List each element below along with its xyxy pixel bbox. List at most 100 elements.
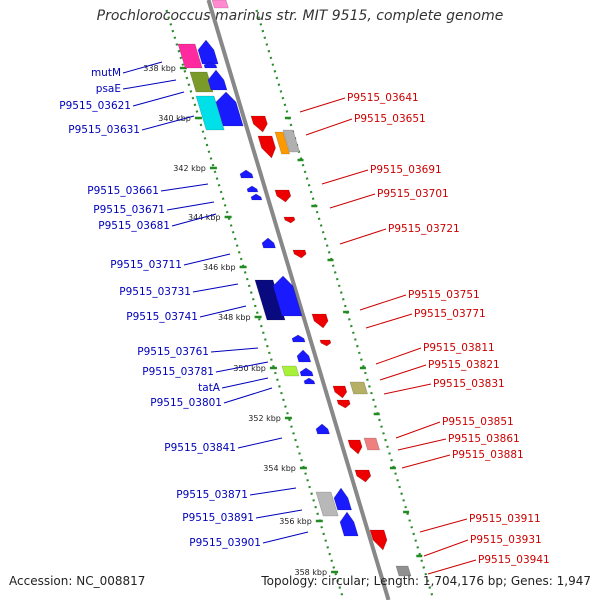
reverse-gene-label: P9515_03851 [442,416,514,428]
reverse-gene-label: P9515_03641 [347,92,419,104]
gene-feature [299,367,314,377]
forward-gene-label: P9515_03661 [87,185,159,197]
reverse-gene-label: P9515_03771 [414,308,486,320]
gene-feature [274,189,292,203]
reverse-gene-label: P9515_03751 [408,289,480,301]
gene-feature [369,529,388,551]
forward-gene-leader [221,377,269,389]
scale-tick-label: 348 kbp [218,313,251,322]
forward-gene-label: P9515_03631 [68,124,140,136]
reverse-gene-leader [299,97,346,113]
forward-gene-leader [249,487,297,496]
forward-gene-label: P9515_03871 [176,489,248,501]
forward-gene-label: tatA [198,382,221,394]
reverse-gene-leader [401,454,451,469]
gene-feature [296,349,312,363]
forward-gene-label: P9515_03681 [98,220,170,232]
gene-feature [319,339,332,347]
reverse-gene-leader [419,518,468,533]
gene-feature [339,511,359,537]
gene-feature [292,249,307,259]
gene-feature [283,216,296,224]
gene-feature [250,193,263,201]
forward-gene-leader [141,115,195,131]
reverse-gene-label: P9515_03831 [433,378,505,390]
reverse-gene-label: P9515_03721 [388,223,460,235]
forward-gene-leader [122,79,177,90]
gene-feature [207,69,228,91]
gene-feature [315,491,339,517]
forward-gene-leader [255,509,303,519]
forward-gene-label: P9515_03731 [119,286,191,298]
forward-gene-leader [183,253,231,266]
forward-gene-label: P9515_03841 [164,442,236,454]
reverse-gene-leader [359,294,407,311]
reverse-gene-label: P9515_03811 [423,342,495,354]
reverse-gene-label: P9515_03881 [452,449,524,461]
forward-gene-label: P9515_03781 [142,366,214,378]
gene-feature [215,91,244,127]
reverse-gene-leader [329,193,376,209]
forward-gene-label: P9515_03711 [110,259,182,271]
gene-feature [254,279,286,321]
forward-gene-label: P9515_03891 [182,512,254,524]
gene-feature [336,399,351,409]
gene-feature [315,423,330,435]
forward-gene-label: psaE [96,83,121,95]
reverse-gene-leader [365,313,413,329]
gene-feature [333,487,353,511]
gene-feature [261,237,276,249]
forward-gene-label: mutM [91,67,121,79]
gene-feature [272,275,303,317]
scale-tick-label: 354 kbp [263,464,296,473]
genome-title: Prochlorococcus marinus str. MIT 9515, c… [96,8,504,24]
gene-feature [354,469,372,483]
forward-gene-leader [199,305,247,318]
scale-tick-label: 338 kbp [143,64,176,73]
gene-feature [250,115,268,133]
reverse-gene-label: P9515_03931 [470,534,542,546]
reverse-gene-label: P9515_03911 [469,513,541,525]
scale-tick-label: 340 kbp [158,114,191,123]
reverse-gene-label: P9515_03651 [354,113,426,125]
forward-gene-leader [210,347,259,353]
reverse-gene-label: P9515_03941 [478,554,550,566]
reverse-gene-label: P9515_03821 [428,359,500,371]
gene-feature [303,377,316,385]
scale-tick-label: 352 kbp [248,414,281,423]
gene-feature [246,185,259,193]
gene-feature [347,439,363,455]
reverse-gene-leader [397,438,447,451]
forward-gene-leader [215,361,269,373]
gene-feature [311,313,329,329]
forward-gene-leader [192,283,239,293]
scale-tick-label: 342 kbp [173,164,206,173]
reverse-gene-leader [427,559,477,575]
forward-gene-leader [160,183,209,192]
gene-feature [349,381,369,395]
gene-feature [282,129,301,153]
reverse-gene-leader [305,118,353,136]
gene-feature [195,95,225,131]
scale-tick-label: 346 kbp [203,263,236,272]
forward-gene-leader [237,437,283,449]
forward-gene-label: P9515_03761 [137,346,209,358]
gene-feature [189,71,214,93]
forward-gene-leader [223,387,273,404]
gene-feature [177,43,203,69]
gene-feature [239,169,254,179]
forward-gene-label: P9515_03801 [150,397,222,409]
genome-summary-text: Topology: circular; Length: 1,704,176 bp… [261,574,591,588]
reverse-gene-leader [339,228,387,245]
forward-gene-leader [171,213,217,227]
scale-tick-label: 356 kbp [279,517,312,526]
gene-feature [203,61,218,69]
reverse-gene-label: P9515_03861 [448,433,520,445]
accession-text: Accession: NC_008817 [9,574,146,588]
gene-feature [274,131,291,155]
gene-feature [211,0,229,9]
reverse-gene-leader [395,421,441,439]
reverse-gene-label: P9515_03691 [370,164,442,176]
